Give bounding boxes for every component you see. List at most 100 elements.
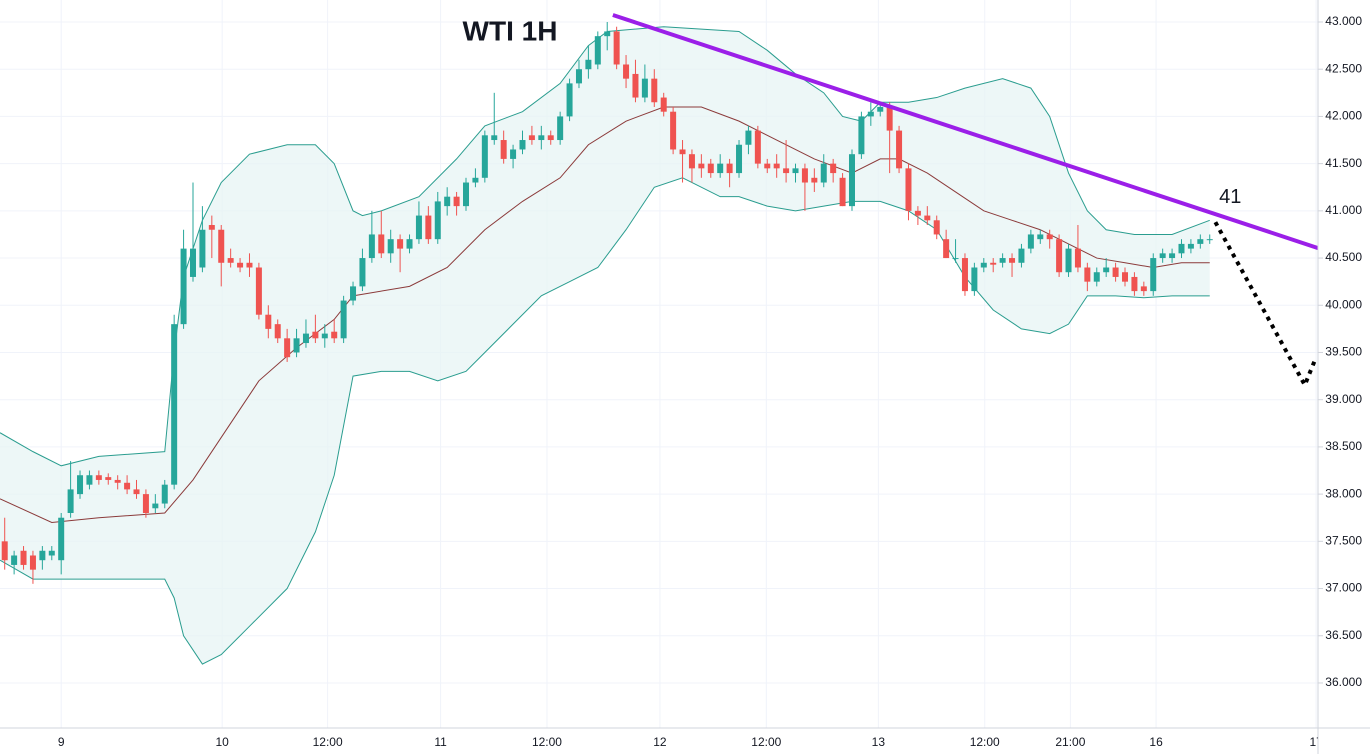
candle-body <box>1131 276 1138 292</box>
candle-body <box>933 220 940 235</box>
candle-body <box>77 475 84 495</box>
candle-body <box>180 248 187 325</box>
y-tick-label: 36.000 <box>1325 675 1362 689</box>
candle-body <box>688 154 695 169</box>
candle-body <box>538 135 545 141</box>
candle-body <box>1140 286 1147 292</box>
candle-body <box>547 135 554 141</box>
candle-body <box>848 154 855 207</box>
x-tick-label: 12:00 <box>313 735 343 749</box>
candle-body <box>472 177 479 183</box>
candle-body <box>896 130 903 169</box>
candle-body <box>613 31 620 65</box>
y-tick-label: 40.500 <box>1325 250 1362 264</box>
chart-title: WTI 1H <box>463 15 558 46</box>
x-tick-label: 9 <box>58 735 65 749</box>
x-tick-label: 16 <box>1149 735 1163 749</box>
candle-body <box>67 489 74 513</box>
candle-body <box>199 229 206 268</box>
y-tick-label: 41.500 <box>1325 156 1362 170</box>
candle-body <box>1122 272 1129 282</box>
candle-body <box>350 286 357 301</box>
candle-body <box>246 262 253 268</box>
candle-body <box>415 215 422 240</box>
candle-body <box>651 78 658 103</box>
candle-body <box>1056 239 1063 273</box>
candle-body <box>1150 258 1157 292</box>
candle-body <box>265 314 272 329</box>
candle-body <box>726 163 733 174</box>
candle-body <box>425 215 432 240</box>
candle-body <box>284 338 291 358</box>
y-tick-label: 40.000 <box>1325 297 1362 311</box>
y-tick-label: 39.000 <box>1325 392 1362 406</box>
x-tick-labels: 9 10 12:00 11 12:00 12 12:00 13 12:00 21:00 16 17 <box>58 735 1323 749</box>
candle-body <box>905 168 912 211</box>
candle-body <box>1084 267 1091 282</box>
x-tick-label: 12:00 <box>751 735 781 749</box>
candle-body <box>124 482 131 490</box>
candle-body <box>510 149 517 159</box>
candle-body <box>707 163 714 174</box>
y-tick-label: 42.500 <box>1325 61 1362 75</box>
candle-body <box>698 163 705 169</box>
x-tick-label: 17 <box>1309 735 1323 749</box>
candle-body <box>783 168 790 174</box>
candle-body <box>142 494 149 513</box>
x-tick-label: 11 <box>434 735 447 749</box>
candle-body <box>660 97 667 112</box>
candle-body <box>999 258 1006 263</box>
candle-body <box>95 475 102 480</box>
candle-body <box>1112 267 1119 277</box>
candle-body <box>293 338 300 353</box>
candle-body <box>171 324 178 485</box>
candle-body <box>114 479 121 483</box>
candle-body <box>397 239 404 249</box>
candle-body <box>679 149 686 155</box>
candle-body <box>189 248 196 277</box>
candle-body <box>575 69 582 84</box>
candle-body <box>105 477 112 480</box>
candle-body <box>29 555 36 570</box>
candle-body <box>368 234 375 259</box>
candle-body <box>133 489 140 495</box>
candle-body <box>1178 243 1185 254</box>
candle-body <box>387 239 394 254</box>
candle-body <box>886 106 893 131</box>
x-tick-label: 13 <box>872 735 886 749</box>
candle-body <box>754 130 761 164</box>
candle-body <box>566 83 573 117</box>
candle-body <box>274 324 281 339</box>
x-tick-label: 21:00 <box>1055 735 1085 749</box>
candle-body <box>331 331 338 339</box>
candle-body <box>1103 267 1110 273</box>
candle-body <box>86 475 93 485</box>
candle-body <box>867 111 874 117</box>
candle-body <box>585 59 592 70</box>
candle-body <box>491 135 498 141</box>
candle-body <box>820 163 827 183</box>
candle-body <box>39 550 46 561</box>
candle-body <box>1206 239 1213 241</box>
candle-body <box>641 78 648 98</box>
candle-body <box>255 267 262 315</box>
candle-body <box>1046 234 1053 240</box>
candle-body <box>406 239 413 249</box>
candle-body <box>463 182 470 207</box>
candle-body <box>745 130 752 145</box>
y-tick-label: 37.000 <box>1325 581 1362 595</box>
band-fill <box>0 26 1210 665</box>
candle-body <box>378 234 385 254</box>
candle-body <box>980 262 987 268</box>
candle-body <box>971 267 978 292</box>
candle-body <box>736 144 743 174</box>
candle-body <box>594 36 601 65</box>
y-tick-label: 38.000 <box>1325 486 1362 500</box>
candle-body <box>302 333 309 344</box>
candle-body <box>1169 253 1176 259</box>
candle-body <box>48 550 55 556</box>
candle-body <box>340 300 347 339</box>
candle-body <box>773 163 780 169</box>
candle-body <box>914 210 921 216</box>
